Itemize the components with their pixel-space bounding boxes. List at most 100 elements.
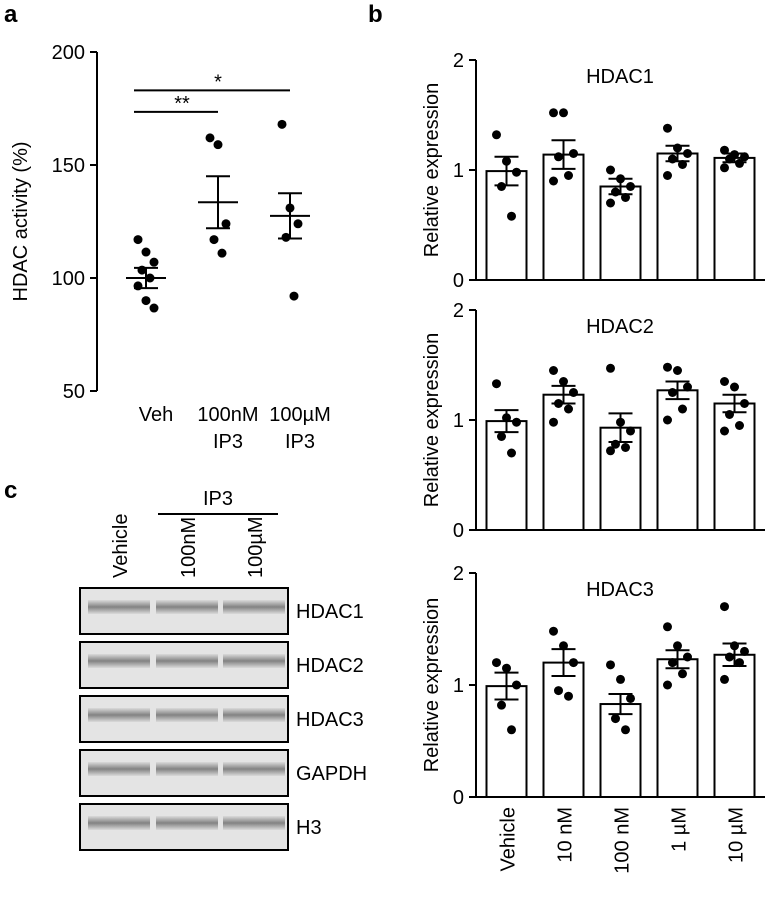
bar	[656, 152, 699, 281]
data-point	[720, 163, 729, 173]
data-point	[663, 622, 672, 632]
data-point	[740, 646, 749, 656]
bar	[599, 703, 642, 798]
y-tick-label: 1	[453, 675, 464, 697]
data-point	[725, 652, 734, 662]
x-tick-label: 100nM	[197, 404, 258, 426]
data-point	[611, 187, 620, 197]
x-tick-label: 100 nM	[612, 807, 634, 874]
y-tick-label: 200	[52, 42, 85, 64]
data-point	[289, 291, 299, 301]
data-point	[141, 296, 151, 306]
data-point	[663, 680, 672, 690]
panel-label: b	[368, 1, 383, 28]
data-point	[277, 119, 287, 129]
data-point	[569, 658, 578, 668]
data-point	[740, 399, 749, 408]
data-point	[293, 219, 303, 229]
data-point	[512, 167, 521, 177]
data-point	[683, 652, 692, 662]
data-point	[730, 641, 739, 651]
data-point	[133, 281, 143, 291]
data-point	[213, 140, 223, 150]
blot-band	[223, 708, 285, 722]
data-point	[564, 404, 573, 414]
data-point	[549, 366, 558, 375]
data-point	[626, 426, 635, 436]
data-point	[720, 602, 729, 612]
chart-title: HDAC2	[586, 316, 654, 338]
data-point	[502, 413, 511, 423]
data-point	[497, 182, 506, 191]
data-point	[569, 149, 578, 158]
data-point	[507, 211, 516, 221]
band-label: GAPDH	[296, 763, 367, 785]
band-label: HDAC1	[296, 601, 364, 623]
y-tick-label: 0	[453, 520, 464, 542]
data-point	[720, 674, 729, 684]
data-point	[217, 248, 227, 258]
data-point	[611, 439, 620, 449]
data-point	[735, 158, 744, 168]
blot-band	[223, 816, 285, 830]
data-point	[663, 171, 672, 180]
data-point	[564, 171, 573, 180]
data-point	[720, 377, 729, 386]
data-point	[720, 145, 729, 155]
data-point	[678, 404, 687, 414]
blot-band	[223, 600, 285, 614]
data-point	[492, 379, 501, 389]
data-point	[141, 247, 151, 257]
error-bar	[551, 139, 576, 170]
data-point	[497, 700, 506, 710]
lane-label: 100µM	[245, 516, 267, 578]
blot-band	[156, 708, 218, 722]
chart-title: HDAC3	[586, 579, 654, 601]
bar	[599, 426, 642, 532]
error-bar	[608, 692, 633, 716]
band-label: HDAC2	[296, 655, 364, 677]
bar	[713, 156, 756, 281]
significance-label: *	[214, 71, 222, 93]
data-point	[725, 410, 734, 419]
x-tick-label: 10 µM	[726, 807, 748, 863]
data-point	[549, 176, 558, 186]
data-point	[502, 663, 511, 673]
data-point	[606, 446, 615, 456]
data-point	[137, 265, 147, 275]
error-bar	[665, 380, 690, 401]
y-tick-label: 0	[453, 787, 464, 809]
y-tick-label: 2	[453, 563, 464, 585]
x-tick-label: IP3	[285, 431, 315, 453]
data-point	[621, 193, 630, 202]
data-point	[621, 443, 630, 452]
data-point	[616, 674, 625, 684]
x-tick-label: 10 nM	[555, 807, 577, 863]
data-point	[564, 691, 573, 701]
data-point	[673, 366, 682, 375]
data-point	[549, 108, 558, 118]
blot-band	[223, 762, 285, 776]
bar	[542, 153, 585, 282]
data-point	[559, 108, 568, 118]
bar	[713, 402, 756, 531]
y-tick-label: 0	[453, 270, 464, 292]
data-point	[281, 232, 291, 242]
y-axis-label: Relative expression	[421, 333, 443, 508]
data-point	[549, 417, 558, 427]
data-point	[554, 399, 563, 408]
data-point	[673, 143, 682, 153]
y-tick-label: 100	[52, 268, 85, 290]
data-point	[221, 219, 231, 229]
data-point	[678, 669, 687, 679]
lane-label: 100nM	[178, 517, 200, 578]
data-point	[559, 377, 568, 386]
bar	[656, 389, 699, 531]
data-point	[492, 130, 501, 140]
data-point	[549, 626, 558, 636]
data-point	[606, 363, 615, 373]
data-point	[149, 303, 159, 313]
blot-band	[88, 600, 150, 614]
bar	[599, 185, 642, 281]
significance-label: **	[174, 93, 190, 115]
